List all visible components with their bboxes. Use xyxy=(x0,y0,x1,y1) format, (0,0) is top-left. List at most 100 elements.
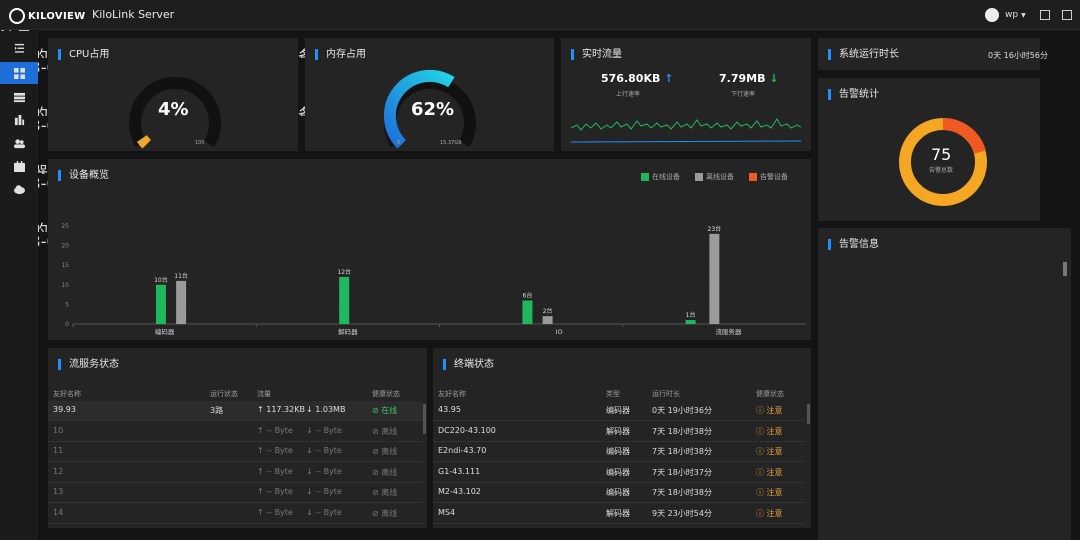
down-arrow-icon: ↓ xyxy=(769,72,779,85)
download-rate-label: 下行速率 xyxy=(731,91,756,98)
data-label: 10台 xyxy=(154,276,168,284)
traffic-sparkline xyxy=(571,118,801,143)
memory-title: 内存占用 xyxy=(315,49,366,60)
stream-row-name[interactable]: 14 xyxy=(53,507,64,517)
stream-row-up: ↑ 117.32KB xyxy=(257,405,305,414)
terminal-col-uptime: 运行时长 xyxy=(652,390,680,398)
cpu-min: 0 xyxy=(140,140,144,146)
memory-panel: 内存占用 62% 0 15.37GB xyxy=(305,38,554,151)
stream-title: 流服务状态 xyxy=(58,359,119,370)
alarm-info-title: 告警信息 xyxy=(828,239,879,250)
uptime-value: 0天 16小时56分 xyxy=(988,51,1048,60)
top-bar: KILOVIEW KiloLink Server wp ▼ xyxy=(0,0,1080,30)
terminal-row-uptime: 7天 18小时38分 xyxy=(652,488,712,497)
stream-row-health: ⊘ 离线 xyxy=(372,426,398,436)
stream-row-name[interactable]: 39.93 xyxy=(53,405,76,414)
cpu-panel: CPU占用 4% 0 100 xyxy=(48,38,298,151)
sidebar-item-cloud[interactable] xyxy=(0,178,38,200)
terminal-row-name[interactable]: 43.95 xyxy=(438,405,461,414)
y-tick-label: 20 xyxy=(61,243,69,250)
y-tick-label: 10 xyxy=(61,282,69,289)
legend-offline-swatch xyxy=(695,173,703,181)
legend-online-swatch xyxy=(641,173,649,181)
uptime-title: 系统运行时长 xyxy=(828,49,899,60)
cpu-gauge-fill xyxy=(136,135,152,149)
row-divider xyxy=(433,481,805,483)
terminal-col-health: 健康状态 xyxy=(756,390,784,398)
sidebar-item-devices[interactable] xyxy=(0,86,38,108)
terminal-col-type: 类型 xyxy=(606,390,620,398)
user-menu[interactable]: wp ▼ xyxy=(985,8,1072,22)
stream-row-name[interactable]: 12 xyxy=(53,466,64,476)
stream-scrollbar[interactable] xyxy=(423,404,426,434)
traffic-title: 实时流量 xyxy=(571,49,622,60)
alarm-scrollbar[interactable] xyxy=(1063,262,1067,276)
sidebar-item-users[interactable] xyxy=(0,132,38,154)
data-label: 23台 xyxy=(708,225,722,233)
terminal-status-panel: 终端状态 友好名称 类型 运行时长 健康状态 43.95 编码器 0天 19小时36… xyxy=(433,348,811,528)
memory-gauge-fill xyxy=(383,69,455,149)
device-overview-panel: 设备概览 在线设备 离线设备 告警设备 0 5 10 15 20 25 10台 11台 编码器 1… xyxy=(48,159,811,340)
bar-offline xyxy=(709,233,720,324)
sidebar xyxy=(0,31,38,540)
stream-row-down: ↓ -- Byte xyxy=(306,466,342,476)
stream-row-down: ↓ -- Byte xyxy=(306,425,342,435)
terminal-row-name[interactable]: DC220-43.100 xyxy=(438,425,496,435)
stream-row-name[interactable]: 13 xyxy=(53,487,64,496)
row-divider xyxy=(48,461,423,462)
legend-alarm: 告警设备 xyxy=(749,172,788,182)
download-rate-value: 7.79MB ↓ xyxy=(719,72,779,85)
terminal-row-uptime: 7天 18小时38分 xyxy=(652,426,712,436)
terminal-row-health: ⓘ 注意 xyxy=(756,508,783,518)
legend-alarm-swatch xyxy=(749,173,757,181)
stream-row-name[interactable]: 10 xyxy=(53,425,64,435)
terminal-title: 终端状态 xyxy=(443,359,494,370)
terminal-row-uptime: 9天 23小时54分 xyxy=(652,508,712,518)
stream-row-up: ↑ -- Byte xyxy=(257,446,293,455)
sidebar-item-organization[interactable] xyxy=(0,109,38,131)
sidebar-item-dashboard[interactable] xyxy=(0,62,38,84)
logout-icon[interactable] xyxy=(1061,10,1072,20)
stream-row-health: ⊘ 离线 xyxy=(372,447,398,456)
alarm-info-panel: 告警信息 xyxy=(818,228,1071,540)
cpu-max: 100 xyxy=(195,140,205,146)
menu-toggle-icon[interactable] xyxy=(0,37,38,59)
sidebar-item-schedule[interactable] xyxy=(0,155,38,177)
stream-col-traffic: 流量 xyxy=(257,390,271,398)
memory-max: 15.37GB xyxy=(440,140,462,146)
terminal-row-name[interactable]: MS4 xyxy=(438,507,456,517)
terminal-row-name[interactable]: G1-43.111 xyxy=(438,466,481,476)
memory-gauge xyxy=(383,69,476,149)
stream-row-health: ⊘ 离线 xyxy=(372,508,398,518)
stream-row-name[interactable]: 11 xyxy=(53,446,64,455)
terminal-row-type: 编码器 xyxy=(606,447,630,456)
row-divider xyxy=(433,461,805,462)
cpu-gauge xyxy=(129,77,221,149)
uptime-panel: 系统运行时长 0天 16小时56分 xyxy=(818,38,1048,70)
bar-offline xyxy=(542,316,553,324)
alarm-total: 75 xyxy=(931,145,952,164)
alarm-donut xyxy=(899,117,987,206)
row-divider xyxy=(433,502,805,503)
terminal-row-health: ⓘ 注意 xyxy=(756,426,783,436)
terminal-row-name[interactable]: E2ndi-43.70 xyxy=(438,446,487,455)
row-divider xyxy=(48,420,423,421)
language-icon[interactable] xyxy=(1039,10,1050,20)
device-overview-title: 设备概览 xyxy=(58,170,109,181)
alarm-stats-panel: 告警统计 75 告警总数 xyxy=(818,78,1040,221)
stream-status-panel: 流服务状态 友好名称 运行状态 流量 健康状态 39.93 3路 ↑ 117.32K… xyxy=(48,348,427,528)
bar-online xyxy=(522,300,533,324)
terminal-scrollbar[interactable] xyxy=(807,404,810,424)
app-title: KiloLink Server xyxy=(92,8,175,21)
x-category-label: 流服务器 xyxy=(715,327,742,336)
cpu-title: CPU占用 xyxy=(58,49,109,60)
bar-online xyxy=(685,320,696,324)
terminal-row-type: 解码器 xyxy=(606,508,630,518)
terminal-row-name[interactable]: M2-43.102 xyxy=(438,487,481,496)
terminal-row-type: 编码器 xyxy=(606,467,630,477)
kiloview-logo[interactable]: KILOVIEW xyxy=(9,8,85,24)
table-row-highlight xyxy=(48,401,423,420)
stream-row-down: ↓ 1.03MB xyxy=(306,405,346,414)
stream-row-down: ↓ -- Byte xyxy=(306,507,342,517)
